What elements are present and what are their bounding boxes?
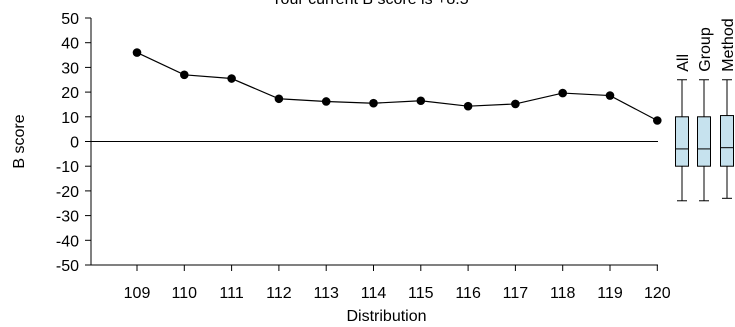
x-tick-label: 112 [266,285,292,302]
boxplot-all: All [675,54,692,202]
boxplot-method: Method [720,18,735,199]
data-point [180,70,189,80]
data-point [416,96,426,106]
x-tick-label: 114 [361,285,387,302]
y-tick-label: -20 [56,184,79,201]
box-body [675,116,689,167]
x-tick-label: 110 [172,285,198,302]
boxplot-label: All [675,54,692,72]
y-tick-label: 30 [61,60,79,77]
x-axis: 109 110 111 112 113 114 115 116 117 118 119 120 [91,264,671,302]
y-tick-label: 0 [70,135,79,152]
data-point [605,91,615,100]
x-tick-label: 119 [597,285,623,302]
chart-title: Your current B score is +8.5 [271,0,468,8]
data-point [653,116,662,125]
x-axis-title: Distribution [346,308,426,325]
data-point [321,97,331,106]
x-tick-label: 109 [124,285,151,302]
x-tick-label: 118 [550,285,576,302]
x-tick-label: 116 [455,285,481,302]
boxplot-panel: All Group Method [675,18,735,202]
y-tick-label: 20 [61,85,79,102]
data-point [558,88,567,98]
y-tick-label: -50 [56,258,79,275]
data-point [369,98,378,108]
box-body [720,115,734,167]
y-tick-label: -10 [56,159,79,176]
plot-area [91,48,662,142]
boxplot-label: Group [697,27,714,72]
y-tick-label: -40 [56,233,79,250]
boxplot-group: Group [697,27,714,202]
boxplot-label: Method [720,18,735,71]
y-tick-label: 10 [61,110,79,127]
data-point [132,48,142,57]
data-point [463,101,473,111]
x-tick-label: 115 [408,285,434,302]
x-tick-label: 111 [219,285,243,302]
y-tick-label: 40 [61,36,79,53]
data-point [511,99,520,109]
y-tick-label: 50 [61,11,79,28]
series-line [136,52,658,122]
data-point [227,74,236,83]
x-tick-label: 113 [313,285,339,302]
x-tick-label: 117 [503,285,529,302]
x-tick-label: 120 [644,285,671,302]
y-axis-title: B score [11,114,28,168]
y-axis: 50 40 30 20 10 0 -10 -20 -30 -40 -50 [56,11,92,275]
box-body [697,116,711,167]
y-tick-label: -30 [56,209,79,226]
data-point [274,94,284,104]
